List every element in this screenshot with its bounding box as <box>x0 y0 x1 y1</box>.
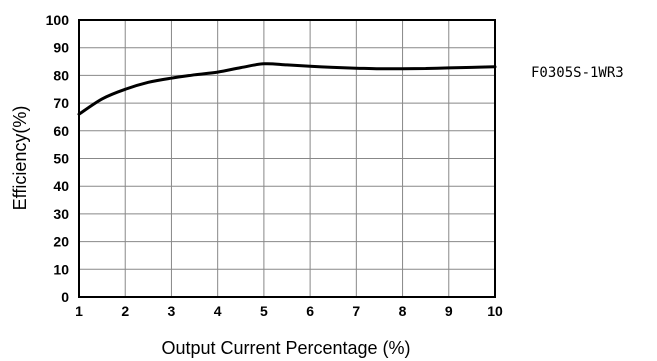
series-line-0 <box>77 62 497 116</box>
x-tick-label-5: 5 <box>260 303 268 319</box>
y-tick-label-70: 70 <box>53 95 69 111</box>
y-axis-label: Efficiency(%) <box>10 106 30 211</box>
y-tick-label-100: 100 <box>46 12 70 28</box>
x-tick-label-10: 10 <box>487 303 503 319</box>
x-tick-label-2: 2 <box>121 303 129 319</box>
y-tick-labels: 0 10 20 30 40 50 60 70 80 90 100 <box>46 12 70 305</box>
legend-entry-0: F0305S-1WR3 <box>531 65 624 81</box>
plot-border <box>78 19 496 298</box>
legend: F0305S-1WR3 <box>531 65 624 81</box>
x-tick-label-9: 9 <box>445 303 453 319</box>
x-tick-label-1: 1 <box>75 303 83 319</box>
x-tick-label-6: 6 <box>306 303 314 319</box>
y-tick-label-30: 30 <box>53 206 69 222</box>
y-tick-label-60: 60 <box>53 123 69 139</box>
y-tick-label-50: 50 <box>53 151 69 167</box>
x-axis-label: Output Current Percentage (%) <box>161 338 410 358</box>
y-tick-label-10: 10 <box>53 261 69 277</box>
series-layer <box>77 62 497 116</box>
y-tick-label-40: 40 <box>53 178 69 194</box>
grid-layer <box>78 19 496 298</box>
x-tick-label-3: 3 <box>168 303 176 319</box>
y-tick-label-0: 0 <box>61 289 69 305</box>
x-tick-label-7: 7 <box>352 303 360 319</box>
x-tick-label-4: 4 <box>214 303 222 319</box>
y-tick-label-80: 80 <box>53 67 69 83</box>
y-tick-label-90: 90 <box>53 40 69 56</box>
plot-frame <box>78 19 496 298</box>
x-tick-labels: 1 2 3 4 5 6 7 8 9 10 <box>75 303 503 319</box>
x-tick-label-8: 8 <box>399 303 407 319</box>
y-tick-label-20: 20 <box>53 234 69 250</box>
